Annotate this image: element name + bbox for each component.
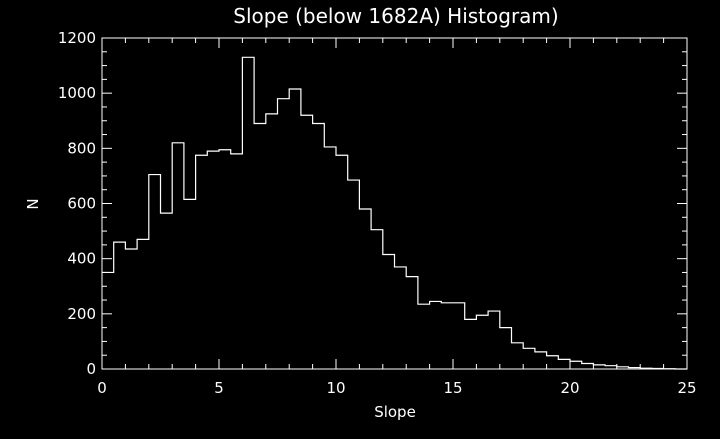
histogram-bin	[593, 365, 605, 369]
y-tick-label: 400	[67, 250, 96, 268]
histogram-bin	[301, 115, 313, 369]
histogram-bin	[114, 242, 126, 369]
histogram-bin	[430, 301, 442, 369]
histogram-bin	[242, 57, 254, 369]
histogram-bin	[266, 114, 278, 369]
histogram-bin	[441, 303, 453, 369]
histogram-bin	[465, 319, 477, 369]
histogram-bin	[207, 151, 219, 369]
histogram-bin	[161, 213, 173, 369]
histogram-bin	[196, 155, 208, 369]
x-tick-label: 0	[97, 379, 107, 397]
x-tick-label: 15	[443, 379, 462, 397]
y-tick-label: 200	[67, 305, 96, 323]
x-tick-label: 5	[214, 379, 224, 397]
histogram-bin	[137, 239, 149, 369]
histogram-bin	[383, 255, 395, 369]
histogram-bin	[570, 361, 582, 369]
plot-frame	[101, 37, 688, 370]
histogram-bin	[289, 89, 301, 369]
histogram-bin	[359, 209, 371, 369]
histogram-bins	[102, 57, 675, 369]
histogram-bin	[102, 272, 114, 369]
histogram-bin	[500, 328, 512, 369]
histogram-bin	[547, 356, 559, 369]
histogram-bin	[149, 175, 161, 369]
histogram-bin	[348, 180, 360, 369]
histogram-bin	[558, 359, 570, 369]
histogram-bin	[324, 147, 336, 369]
histogram-bin	[582, 363, 594, 369]
histogram-bin	[219, 150, 231, 369]
histogram-bin	[336, 155, 348, 369]
x-axis-label: Slope	[374, 403, 416, 421]
histogram-bin	[406, 277, 418, 369]
y-tick-label: 600	[67, 195, 96, 213]
x-tick-label: 25	[677, 379, 696, 397]
y-tick-label: 0	[86, 360, 96, 378]
histogram-bin	[231, 154, 243, 369]
histogram-step-line	[102, 56, 687, 370]
histogram-bin	[476, 315, 488, 369]
histogram-bin	[172, 143, 184, 369]
histogram-bin	[371, 230, 383, 369]
histogram-bin	[125, 249, 137, 369]
histogram-bin	[418, 304, 430, 369]
x-tick-label: 10	[326, 379, 345, 397]
y-tick-label: 800	[67, 139, 96, 157]
y-tick-label: 1200	[58, 29, 96, 47]
histogram-bin	[453, 303, 465, 369]
histogram-bin	[395, 267, 407, 369]
axis-ticks	[101, 37, 688, 370]
histogram-bin	[488, 311, 500, 369]
y-tick-label: 1000	[58, 84, 96, 102]
histogram-bin	[313, 124, 325, 369]
y-axis-label: N	[24, 198, 42, 209]
histogram-bin	[523, 348, 535, 369]
histogram-bin	[254, 124, 266, 369]
tick-labels: 0 5 10 15 20 25 0 200 400 600 800 1000 1200	[58, 29, 697, 397]
histogram-bin	[278, 99, 290, 369]
histogram-bin	[184, 199, 196, 369]
chart-title: Slope (below 1682A) Histogram)	[233, 4, 558, 28]
histogram-bin	[535, 352, 547, 369]
histogram-bin	[512, 343, 524, 369]
x-tick-label: 20	[560, 379, 579, 397]
